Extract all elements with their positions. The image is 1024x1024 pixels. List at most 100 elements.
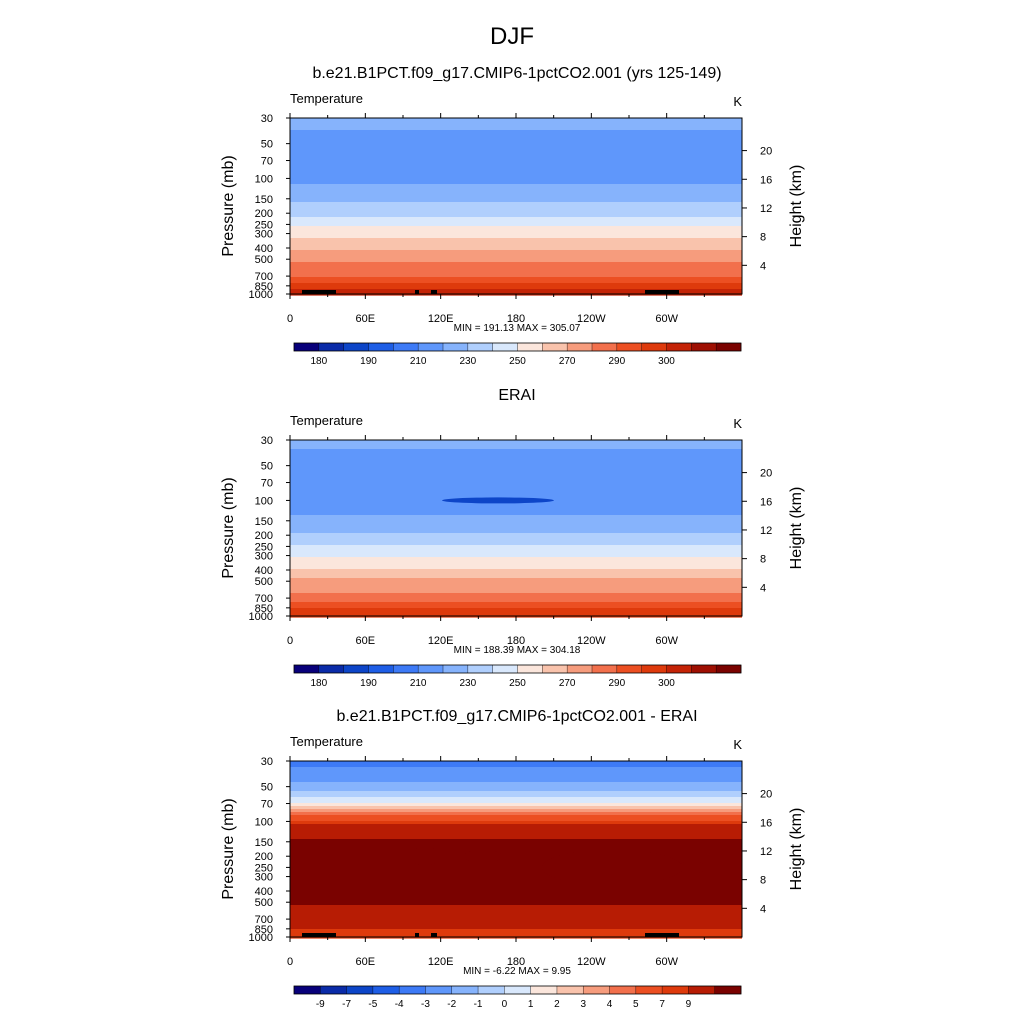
contour-band [290,845,742,849]
y-tick-label: 100 [255,173,273,185]
y-tick-label: 300 [255,872,273,884]
contour-band [290,932,742,936]
contour-band [290,509,742,513]
colorbar-swatch [542,343,568,351]
y-tick-label: 400 [255,243,273,255]
colorbar-swatch [716,665,742,673]
contour-band [290,890,742,894]
contour-band [290,560,742,564]
units-label: K [733,737,742,752]
colorbar-swatch [714,986,742,994]
y-tick-label: 300 [255,229,273,241]
contour-band [290,875,742,879]
height-tick-label: 16 [760,496,772,508]
contour-band [290,289,742,293]
x-tick-label: 60W [655,313,678,325]
contour-blob [678,861,706,874]
contour-band [290,142,742,146]
height-tick-label: 12 [760,525,772,537]
contour-band [290,779,742,783]
contour-band [290,223,742,227]
height-tick-label: 16 [760,174,772,186]
contour-band [290,148,742,152]
colorbar-swatch [343,665,369,673]
contour-band [290,530,742,534]
colorbar-swatch [399,986,426,994]
contour-band [290,244,742,248]
right-axis-label: Height (km) [788,165,805,248]
colorbar-label: 250 [509,678,526,689]
contour-band [290,833,742,837]
contour-band [290,557,742,561]
contour-band [290,914,742,918]
contour-band [290,863,742,867]
colorbar-label: 210 [410,678,427,689]
contour-band [290,163,742,167]
colorbar-swatch [592,343,618,351]
contour-band [290,461,742,465]
contour-band [290,908,742,912]
colorbar-label: 180 [310,356,327,367]
colorbar-label: 190 [360,678,377,689]
contour-band [290,773,742,777]
colorbar-swatch [318,665,344,673]
contour-band [290,539,742,543]
colorbar-swatch [318,343,344,351]
contour-band [290,473,742,477]
contour-band [290,563,742,567]
colorbar-label: 1 [528,999,534,1010]
colorbar-label: 7 [659,999,665,1010]
contour-band [290,157,742,161]
x-tick-label: 120E [428,956,454,968]
colorbar-swatch [451,986,479,994]
land-mask [302,933,332,937]
contour-band [290,593,742,597]
contour-band [290,214,742,218]
contour-band [290,226,742,230]
y-tick-label: 200 [255,208,273,220]
land-mask [324,933,336,937]
colorbar: -9 -7 -5 -4 -3 -2 -1 0 1 2 3 4 5 7 9 [293,985,742,1010]
contour-fill [290,440,742,618]
contour-band [290,121,742,125]
y-tick-label: 250 [255,219,273,231]
colorbar-label: 0 [502,999,508,1010]
contour-band [290,208,742,212]
y-tick-label: 150 [255,837,273,849]
contour-band [290,518,742,522]
contour-band [290,211,742,215]
contour-band [290,839,742,843]
contour-band [290,238,742,242]
contour-band [290,548,742,552]
contour-band [290,866,742,870]
colorbar-label: 3 [580,999,586,1010]
contour-band [290,884,742,888]
colorbar-swatch [691,665,717,673]
x-tick-label: 0 [287,313,293,325]
height-tick-label: 4 [760,903,766,915]
contour-band [290,578,742,582]
y-tick-label: 250 [255,862,273,874]
panel-2: ERAI Temperature K 0 60E 120E 180 120W 60W 30 50 70… [220,387,805,689]
panel-title: ERAI [498,387,535,404]
y-tick-label: 100 [255,495,273,507]
panels: b.e21.B1PCT.f09_g17.CMIP6-1pctCO2.001 (y… [220,65,805,1010]
colorbar-label: 290 [608,356,625,367]
page-title: DJF [490,23,534,50]
y-tick-label: 200 [255,530,273,542]
contour-band [290,253,742,257]
colorbar-frame [293,985,742,995]
y-tick-label: 30 [261,435,273,447]
contour-band [290,196,742,200]
contour-band [290,566,742,570]
panel-title: b.e21.B1PCT.f09_g17.CMIP6-1pctCO2.001 - … [336,708,697,725]
contour-band [290,229,742,233]
colorbar-swatch [567,343,593,351]
contour-band [290,893,742,897]
contour-band [290,545,742,549]
colorbar-label: 300 [658,356,675,367]
colorbar-swatch [616,343,642,351]
y-tick-label: 400 [255,886,273,898]
y-tick-label: 1000 [249,932,273,944]
contour-band [290,551,742,555]
